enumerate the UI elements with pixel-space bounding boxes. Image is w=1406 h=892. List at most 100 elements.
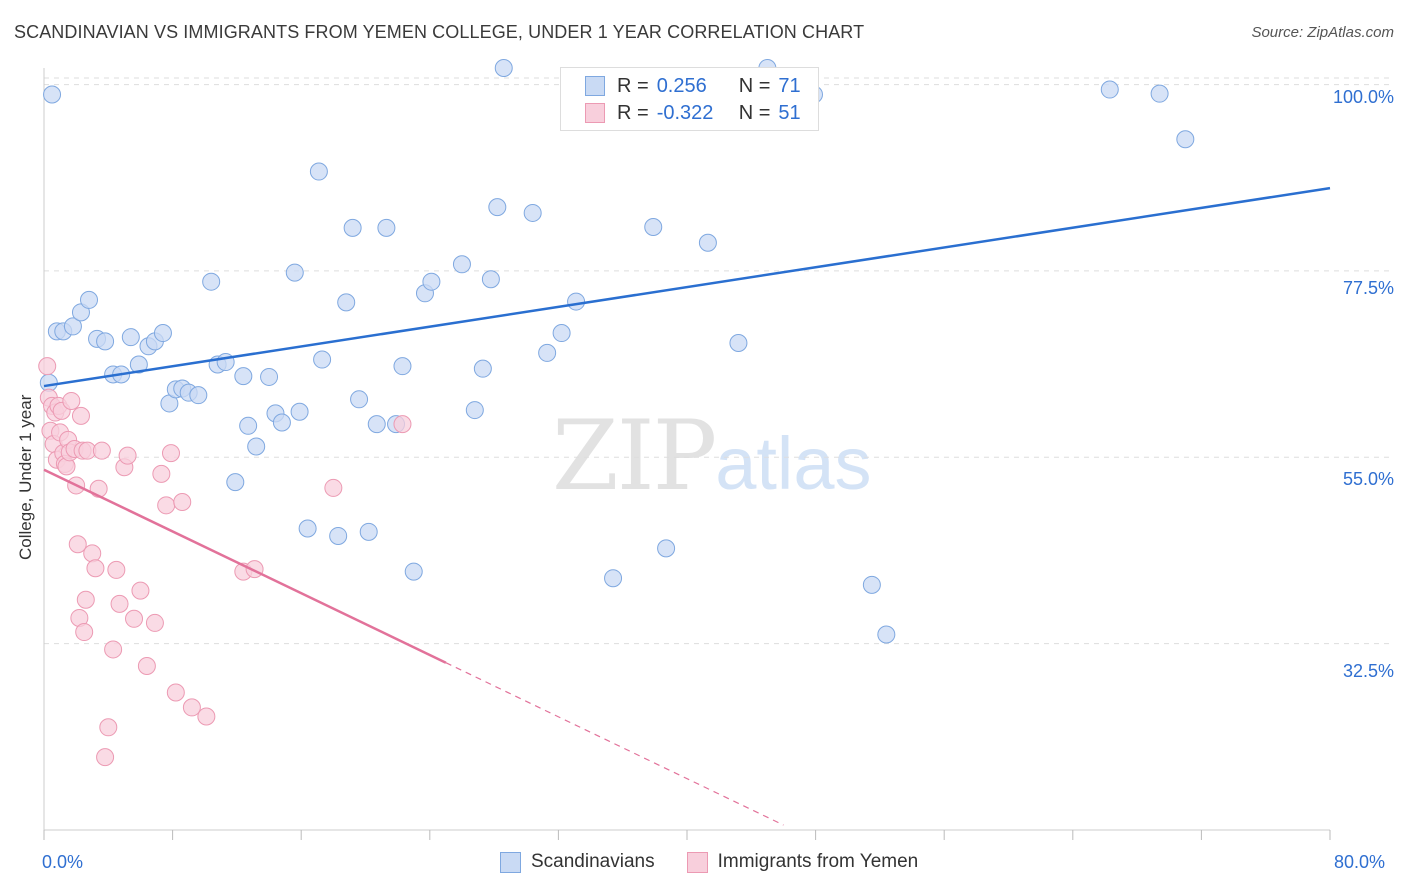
scandinavian-point — [494, 59, 513, 77]
legend-label: Scandinavians — [531, 851, 655, 872]
scandinavian-point — [43, 85, 62, 104]
scandinavian-point — [644, 218, 663, 237]
scandinavian-point — [538, 343, 557, 362]
scandinavian-point — [567, 292, 586, 311]
yemen-point — [173, 493, 192, 512]
legend-item-scandinavians[interactable]: Scandinavians — [500, 851, 655, 873]
yemen-point — [62, 391, 81, 410]
yemen-point — [38, 357, 57, 376]
yemen-point — [86, 559, 105, 578]
n-value: 51 — [778, 101, 801, 124]
legend-row-yemen: R = -0.322 N = 51 — [585, 100, 801, 126]
legend-swatch-blue — [585, 76, 605, 96]
scandinavian-point — [473, 359, 492, 378]
yemen-trend-line — [43, 468, 447, 664]
yemen-point — [118, 446, 137, 465]
legend-swatch-blue — [500, 851, 521, 873]
scandinavian-point — [337, 293, 356, 312]
scandinavian-point — [285, 263, 304, 282]
yemen-point — [166, 683, 185, 702]
scandinavian-point — [877, 625, 896, 644]
scandinavian-point — [313, 350, 332, 369]
legend-row-scandinavians: R = 0.256 N = 71 — [585, 73, 801, 99]
scandinavian-point — [202, 272, 221, 291]
r-label: R = — [617, 74, 649, 97]
scandinavian-point — [189, 386, 208, 405]
yemen-point — [137, 657, 156, 676]
scandinavian-point — [465, 401, 484, 420]
scandinavian-point — [604, 569, 623, 588]
scandinavian-point — [298, 519, 317, 538]
y-tick-label: 55.0% — [1342, 469, 1394, 489]
scandinavian-point — [343, 218, 362, 237]
scandinavian-point — [329, 526, 348, 545]
scandinavian-point — [452, 255, 471, 274]
yemen-point — [104, 640, 123, 659]
scandinavian-point — [367, 415, 386, 434]
scandinavian-point — [290, 402, 309, 421]
scandinavian-point — [377, 218, 396, 237]
yemen-point — [107, 560, 126, 579]
scandinavian-point — [1150, 84, 1169, 103]
scandinavian-point — [80, 290, 99, 309]
watermark: ZIPatlas — [552, 400, 872, 512]
yemen-trend-extension — [445, 662, 784, 826]
r-value: -0.322 — [656, 101, 714, 124]
yemen-point — [182, 698, 201, 717]
r-label: R = — [617, 101, 649, 124]
scandinavian-point — [1176, 130, 1195, 149]
chart-title: SCANDINAVIAN VS IMMIGRANTS FROM YEMEN CO… — [14, 22, 865, 42]
scandinavian-point — [657, 539, 676, 558]
y-tick-label: 100.0% — [1332, 87, 1394, 107]
scandinavian-point — [226, 473, 245, 492]
n-value: 71 — [778, 74, 801, 97]
legend-item-yemen[interactable]: Immigrants from Yemen — [686, 851, 919, 873]
yemen-point — [96, 748, 115, 767]
scandinavian-point — [729, 333, 748, 352]
scandinavian-point — [121, 328, 140, 347]
x-tick-label-max: 80.0% — [1334, 852, 1386, 872]
yemen-point — [76, 590, 95, 609]
scandinavian-point — [523, 203, 542, 222]
yemen-point — [152, 464, 171, 483]
scandinavian-point — [63, 317, 82, 336]
x-tick-label-min: 0.0% — [42, 852, 84, 872]
yemen-point — [92, 441, 111, 460]
scandinavian-point — [393, 357, 412, 376]
n-label: N = — [738, 74, 771, 97]
y-tick-label: 32.5% — [1342, 661, 1394, 681]
watermark-atlas: atlas — [715, 422, 872, 505]
scandinavian-point — [1100, 80, 1119, 99]
yemen-point — [145, 613, 164, 632]
yemen-point — [71, 406, 90, 425]
scandinavian-point — [862, 575, 881, 594]
yemen-point — [393, 415, 412, 434]
yemen-point — [324, 478, 343, 497]
scandinavian-point — [359, 522, 378, 541]
scandinavian-point — [96, 332, 115, 351]
scandinavian-point — [350, 390, 369, 409]
yemen-point — [131, 581, 150, 600]
scandinavian-point — [404, 562, 423, 581]
correlation-legend: R = 0.256 N = 71 R = -0.322 N = 51 — [560, 67, 819, 131]
scandinavian-point — [239, 416, 258, 435]
scandinavian-trend-line — [43, 186, 1331, 388]
legend-swatch-pink — [585, 103, 605, 123]
yemen-point — [110, 594, 129, 613]
legend-label: Immigrants from Yemen — [717, 851, 919, 872]
scandinavian-point — [698, 233, 717, 252]
scandinavian-point — [129, 355, 148, 374]
yemen-point — [68, 535, 87, 554]
watermark-zip: ZIP — [552, 400, 717, 512]
scandinavian-point — [309, 162, 328, 181]
scandinavian-point — [260, 367, 279, 386]
n-label: N = — [738, 101, 771, 124]
yemen-point — [125, 609, 144, 628]
scandinavian-point — [481, 270, 500, 289]
scandinavian-point — [422, 272, 441, 291]
source-label: Source: ZipAtlas.com — [1251, 24, 1394, 41]
scandinavian-point — [552, 324, 571, 343]
y-tick-label: 77.5% — [1342, 278, 1394, 298]
yemen-point — [99, 718, 118, 737]
